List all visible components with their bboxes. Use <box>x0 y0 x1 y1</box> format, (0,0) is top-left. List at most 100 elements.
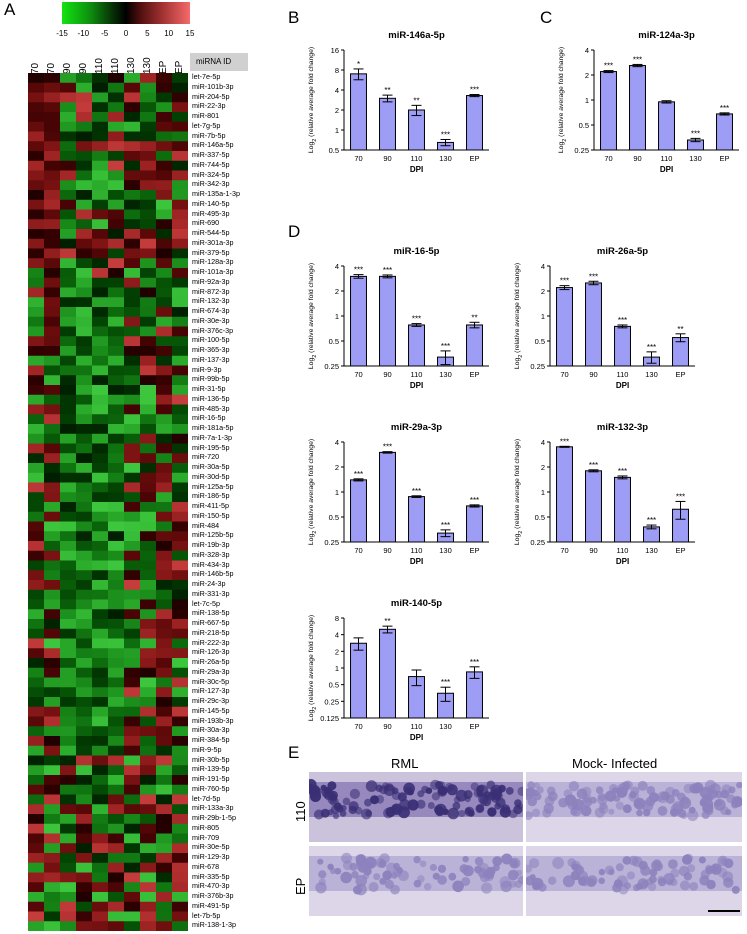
heatmap-cell <box>124 346 140 357</box>
heatmap-cell <box>140 638 156 649</box>
heatmap-cell <box>28 112 44 123</box>
heatmap-cell <box>156 726 172 737</box>
stained-cell <box>419 860 427 868</box>
heatmap-cell <box>156 745 172 756</box>
heatmap-cell <box>156 199 172 210</box>
heatmap-cell <box>140 326 156 337</box>
heatmap-row-label: miR-376b-3p <box>192 891 234 900</box>
stained-cell <box>670 808 679 817</box>
heatmap-cell <box>124 180 140 191</box>
heatmap-cell <box>28 502 44 513</box>
x-tick-label: 110 <box>411 722 423 731</box>
heatmap-cell <box>108 316 124 327</box>
heatmap-row-label: miR-135a-1-3p <box>192 189 240 198</box>
heatmap-cell <box>60 121 76 132</box>
heatmap-cell <box>140 433 156 444</box>
bar <box>350 479 367 543</box>
significance-mark: *** <box>618 316 627 325</box>
heatmap-row-label: miR-301a-3p <box>192 237 234 247</box>
heatmap-cell <box>92 180 108 191</box>
heatmap-cell <box>156 599 172 610</box>
heatmap-cell <box>140 716 156 727</box>
heatmap-row-label: miR-30e-3p <box>192 315 230 325</box>
heatmap-cell <box>124 268 140 279</box>
heatmap-cell <box>28 599 44 610</box>
significance-mark: *** <box>647 343 656 352</box>
heatmap-cell <box>92 823 108 834</box>
stained-cell <box>361 808 372 820</box>
heatmap-cell <box>140 385 156 396</box>
stained-cell <box>677 792 686 802</box>
heatmap-cell <box>92 316 108 327</box>
significance-mark: *** <box>618 467 627 476</box>
stained-cell <box>552 857 564 869</box>
stained-cell <box>621 781 631 791</box>
significance-mark: *** <box>441 342 450 351</box>
heatmap-cell <box>140 346 156 357</box>
heatmap-cell <box>124 326 140 337</box>
heatmap-cell <box>140 375 156 386</box>
heatmap-cell <box>44 580 60 591</box>
heatmap-cell <box>28 541 44 552</box>
heatmap-cell <box>60 492 76 503</box>
heatmap-cell <box>60 658 76 669</box>
heatmap-row-label: miR-342-3p <box>192 179 230 189</box>
heatmap-row-label: miR-129-3p <box>192 852 230 861</box>
heatmap-cell <box>76 862 92 873</box>
heatmap-cell <box>156 677 172 688</box>
heatmap-cell <box>28 209 44 220</box>
heatmap-row-label: miR-191-5p <box>192 774 230 783</box>
y-tick-label: 0.125 <box>320 714 339 723</box>
stained-cell <box>680 812 688 820</box>
heatmap-row-label: miR-30d-5p <box>192 471 230 481</box>
heatmap-cell <box>92 804 108 815</box>
heatmap-cell <box>156 219 172 230</box>
x-tick-label: 70 <box>354 370 362 379</box>
heatmap-cell <box>140 209 156 220</box>
heatmap-cell <box>44 170 60 181</box>
heatmap-cell <box>156 541 172 552</box>
heatmap-cell <box>28 619 44 630</box>
heatmap-cell <box>172 599 188 610</box>
heatmap-cell <box>44 287 60 298</box>
x-tick-label: EP <box>469 370 479 379</box>
heatmap-row-label: miR-92a-3p <box>192 276 230 286</box>
heatmap-row-label: miR-470-3p <box>192 881 230 891</box>
heatmap-cell <box>60 102 76 113</box>
heatmap-row-label: miR-126-3p <box>192 647 230 657</box>
heatmap-grid <box>28 73 188 931</box>
heatmap-cell <box>124 628 140 639</box>
heatmap-column-label: 110 <box>94 58 105 74</box>
stained-cell <box>605 790 617 802</box>
heatmap-cell <box>92 375 108 386</box>
heatmap-cell <box>60 736 76 747</box>
heatmap-cell <box>124 472 140 483</box>
bar <box>658 101 675 151</box>
heatmap-cell <box>172 765 188 776</box>
heatmap-cell <box>172 609 188 620</box>
heatmap-cell <box>60 794 76 805</box>
heatmap-cell <box>60 638 76 649</box>
heatmap-cell <box>172 170 188 181</box>
heatmap-cell <box>108 589 124 600</box>
heatmap-cell <box>44 706 60 717</box>
y-tick-label: 0.5 <box>579 121 589 130</box>
heatmap-cell <box>156 404 172 415</box>
y-axis-label: Log2 (relative average fold change) <box>514 439 524 545</box>
heatmap-cell <box>124 599 140 610</box>
heatmap-cell <box>92 589 108 600</box>
stained-cell <box>446 784 458 796</box>
stained-cell <box>474 857 484 866</box>
heatmap-column-label: 130 <box>126 57 137 74</box>
stained-cell <box>368 882 379 892</box>
heatmap-cell <box>76 414 92 425</box>
stained-cell <box>437 864 447 873</box>
heatmap-cell <box>60 394 76 405</box>
heatmap-cell <box>28 628 44 639</box>
heatmap-cell <box>108 745 124 756</box>
heatmap-row-label: miR-495-3p <box>192 208 230 218</box>
heatmap-row-label: miR-136-5p <box>192 393 230 403</box>
heatmap-cell <box>28 453 44 464</box>
bar <box>614 476 631 543</box>
heatmap-cell <box>76 209 92 220</box>
